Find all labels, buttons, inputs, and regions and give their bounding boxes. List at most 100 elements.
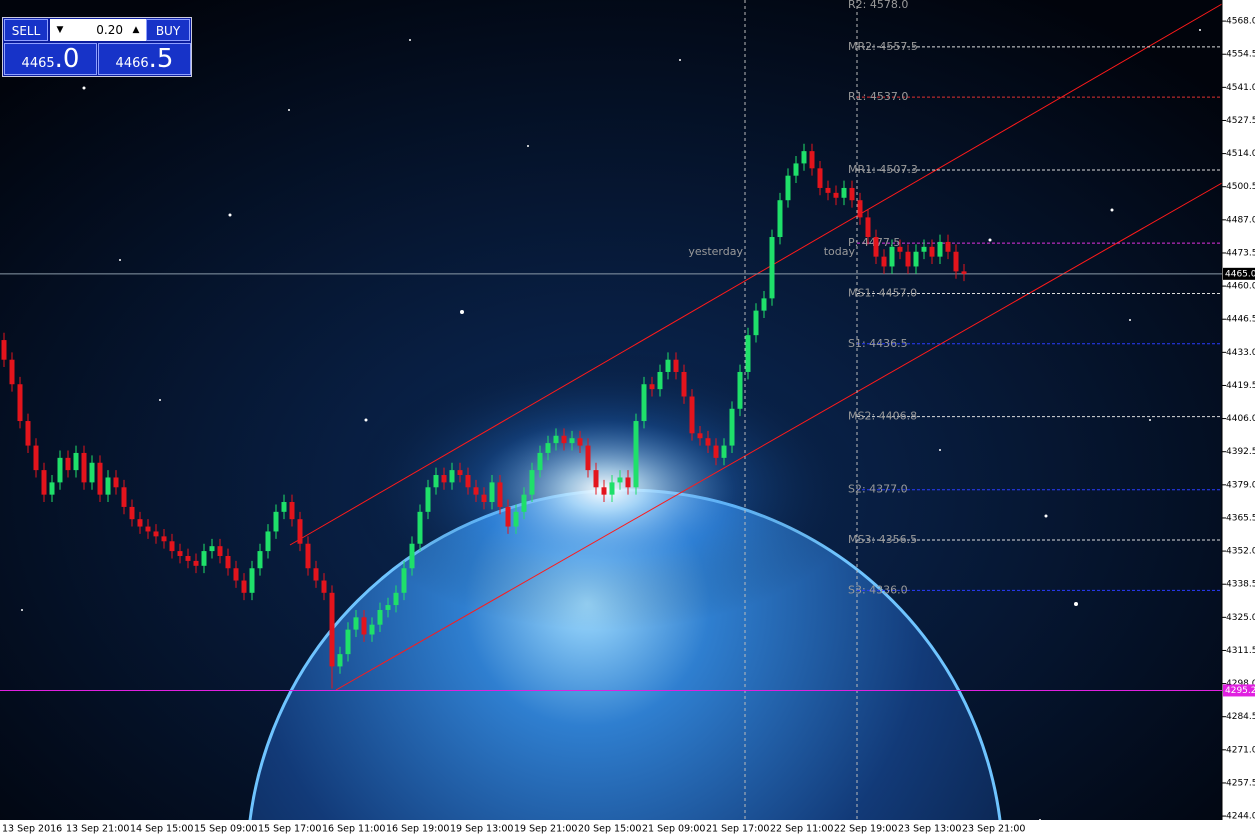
x-tick-label: 19 Sep 13:00 — [450, 824, 513, 835]
pivot-label: MR2: 4557.5 — [848, 40, 918, 53]
separator-label: yesterday — [688, 245, 743, 258]
candle-body — [897, 246, 903, 252]
candle-body — [593, 470, 599, 488]
candle-body — [825, 187, 831, 193]
candle-body — [313, 568, 319, 581]
candle-body — [913, 251, 919, 267]
x-tick-label: 15 Sep 09:00 — [194, 824, 257, 835]
candle-body — [169, 541, 175, 552]
y-tick-label: 4298.0 — [1226, 679, 1255, 689]
y-tick-label: 4311.5 — [1226, 646, 1255, 656]
x-tick-label: 20 Sep 15:00 — [578, 824, 641, 835]
y-tick-label: 4284.5 — [1226, 712, 1255, 722]
buy-price-main: 4466 — [115, 56, 149, 71]
pivot-label: S3: 4336.0 — [848, 583, 908, 596]
candle-body — [209, 546, 215, 552]
candle-body — [609, 482, 615, 495]
y-tick-label: 4527.5 — [1226, 116, 1255, 126]
y-tick-label: 4500.5 — [1226, 182, 1255, 192]
candle-body — [121, 487, 127, 507]
candle-body — [849, 187, 855, 201]
x-tick-label: 19 Sep 21:00 — [514, 824, 577, 835]
x-tick-label: 21 Sep 17:00 — [706, 824, 769, 835]
price-box-label: 4465.0 — [1225, 269, 1255, 279]
candle-body — [417, 511, 423, 544]
candle-body — [641, 384, 647, 422]
candle-body — [793, 163, 799, 176]
y-tick-label: 4419.5 — [1226, 381, 1255, 391]
y-tick-label: 4406.0 — [1226, 414, 1255, 424]
candle-body — [393, 592, 399, 606]
candle-body — [97, 462, 103, 495]
volume-down[interactable]: ▼ — [50, 19, 70, 41]
candle-body — [305, 543, 311, 569]
candle-body — [329, 592, 335, 667]
sell-button[interactable]: SELL — [4, 19, 48, 41]
candle-body — [457, 470, 463, 476]
candle-body — [577, 438, 583, 446]
candle-body — [257, 551, 263, 569]
y-tick-label: 4446.5 — [1226, 315, 1255, 325]
y-tick-label: 4271.0 — [1226, 745, 1255, 755]
candle-body — [865, 217, 871, 238]
candle-body — [745, 335, 751, 372]
candle-body — [105, 477, 111, 495]
candle-body — [193, 560, 199, 566]
candle-body — [49, 482, 55, 495]
trade-panel: SELL ▼ 0.20 ▲ BUY 4465.0 4466.5 — [2, 17, 192, 77]
sell-price[interactable]: 4465.0 — [4, 43, 97, 75]
candle-body — [1, 340, 7, 360]
candle-body — [737, 371, 743, 409]
candle-body — [729, 408, 735, 446]
candle-body — [905, 251, 911, 267]
y-tick-label: 4325.0 — [1226, 613, 1255, 623]
candle-body — [625, 477, 631, 488]
candle-body — [145, 526, 151, 532]
candle-body — [57, 457, 63, 483]
price-axis — [1222, 0, 1255, 837]
candle-body — [65, 457, 71, 471]
x-tick-label: 14 Sep 15:00 — [130, 824, 193, 835]
y-tick-label: 4568.0 — [1226, 17, 1255, 27]
x-tick-label: 23 Sep 21:00 — [962, 824, 1025, 835]
candle-body — [265, 531, 271, 552]
candle-body — [233, 568, 239, 581]
price-box — [1223, 684, 1255, 697]
candle-body — [433, 475, 439, 488]
candle-body — [409, 543, 415, 569]
sell-price-main: 4465 — [21, 56, 55, 71]
y-tick-label: 4554.5 — [1226, 50, 1255, 60]
candle-body — [537, 452, 543, 471]
candle-body — [401, 568, 407, 593]
candle-body — [449, 470, 455, 483]
candle-body — [777, 200, 783, 238]
candle-body — [833, 192, 839, 198]
x-tick-label: 22 Sep 19:00 — [834, 824, 897, 835]
candle-body — [81, 452, 87, 483]
candle-body — [41, 470, 47, 495]
candle-body — [201, 551, 207, 566]
candle-body — [185, 555, 191, 561]
y-tick-label: 4338.5 — [1226, 580, 1255, 590]
candle-body — [217, 546, 223, 556]
volume-up[interactable]: ▲ — [126, 19, 146, 41]
y-tick-label: 4392.5 — [1226, 447, 1255, 457]
candle-body — [953, 251, 959, 272]
volume-input[interactable]: 0.20 — [70, 19, 126, 41]
stars — [21, 29, 1201, 821]
candle-body — [297, 519, 303, 544]
candle-body — [753, 310, 759, 336]
candle-body — [553, 435, 559, 444]
pivot-label: MS3: 4356.5 — [848, 533, 917, 546]
candle-body — [377, 609, 383, 625]
candle-body — [601, 487, 607, 495]
candle-body — [289, 502, 295, 520]
buy-button[interactable]: BUY — [146, 19, 190, 41]
pivot-label: S1: 4436.5 — [848, 337, 908, 350]
candle-body — [681, 371, 687, 397]
buy-price[interactable]: 4466.5 — [98, 43, 191, 75]
candle-body — [113, 477, 119, 488]
candle-body — [937, 241, 943, 257]
y-tick-label: 4460.0 — [1226, 282, 1255, 292]
candle-body — [617, 477, 623, 483]
